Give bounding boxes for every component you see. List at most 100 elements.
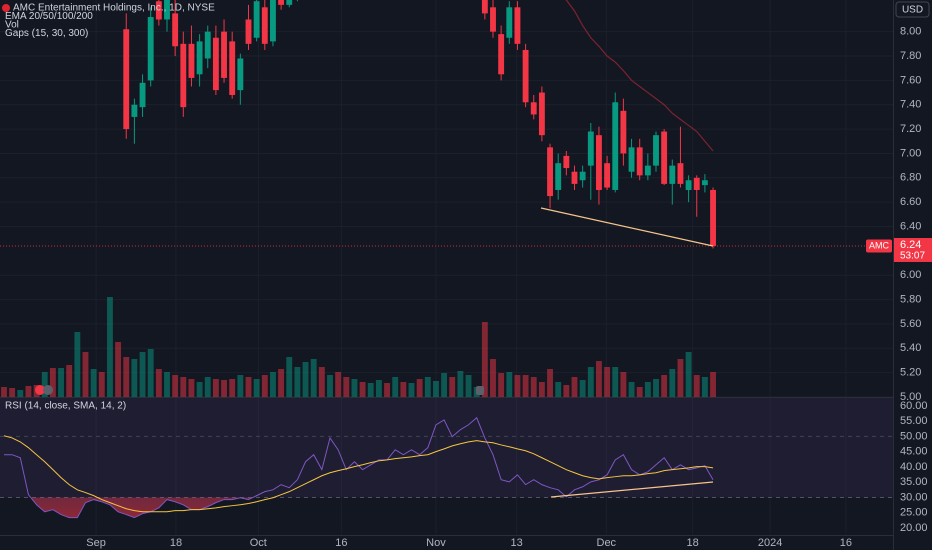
volume-bar (245, 377, 252, 397)
candle-body (522, 49, 529, 103)
volume-bar (49, 368, 56, 397)
candle-body (514, 7, 521, 44)
volume-bar (9, 388, 16, 397)
candle-body (164, 0, 170, 20)
candle-body (612, 102, 619, 190)
candle-body (196, 41, 203, 75)
volume-bar (685, 352, 692, 397)
volume-bar (82, 352, 89, 397)
y-tick-label: 5.00 (900, 391, 921, 403)
volume-bar (229, 379, 236, 397)
volume-bar (147, 349, 154, 397)
candle-body (261, 7, 268, 44)
event-marker[interactable] (43, 385, 53, 395)
candle-body (710, 189, 716, 246)
x-tick-label: 2024 (758, 537, 782, 549)
y-tick-label: 7.00 (900, 147, 921, 159)
event-marker[interactable] (35, 385, 45, 395)
volume-bar (612, 367, 619, 397)
volume-bar (164, 372, 170, 397)
volume-bar (441, 373, 448, 397)
volume-bar (17, 390, 24, 397)
last-price-label: 6.24 (900, 239, 921, 251)
symbol-tag (866, 239, 892, 253)
volume-bar (506, 372, 513, 397)
x-tick-label: 18 (687, 537, 699, 549)
rsi-tick-label: 40.00 (900, 461, 928, 473)
candle-body (253, 1, 260, 38)
volume-bar (310, 359, 317, 397)
volume-bar (1, 387, 7, 397)
candle-body (490, 7, 496, 32)
volume-bar (538, 382, 545, 397)
volume-bar (669, 369, 676, 397)
y-tick-label: 6.00 (900, 269, 921, 281)
candle-body (506, 7, 513, 38)
volume-bar (514, 375, 521, 397)
volume-bar (384, 383, 390, 397)
volume-bar (449, 377, 456, 397)
volume-bar (693, 375, 700, 397)
rsi-tick-label: 60.00 (900, 400, 928, 412)
volume-bar (172, 375, 179, 397)
indicator-label[interactable]: EMA 20/50/100/200 (5, 11, 93, 22)
volume-bar (465, 375, 472, 397)
volume-bar (375, 380, 382, 397)
indicator-label[interactable]: Gaps (15, 30, 300) (5, 28, 88, 39)
volume-bar (286, 357, 293, 397)
volume-bar (278, 369, 285, 397)
volume-bar (620, 372, 627, 397)
x-tick-label: Nov (426, 537, 446, 549)
volume-bar (237, 375, 244, 397)
currency-button[interactable] (895, 1, 930, 18)
volume-bar (139, 352, 146, 397)
event-marker[interactable] (476, 386, 484, 395)
candle-body (270, 0, 276, 42)
candle-body (237, 58, 244, 91)
candle-body (172, 13, 179, 47)
symbol-title[interactable]: AMC Entertainment Holdings, Inc., 1D, NY… (13, 3, 215, 14)
y-tick-label: 6.40 (900, 220, 921, 232)
volume-bar (604, 367, 611, 397)
volume-bar (571, 377, 578, 397)
candle-body (278, 0, 285, 5)
candle-body (221, 31, 227, 78)
volume-bar (490, 359, 496, 397)
volume-bar (498, 373, 505, 397)
rsi-tick-label: 20.00 (900, 522, 928, 534)
x-tick-label: 16 (840, 537, 852, 549)
rsi-tick-label: 45.00 (900, 446, 928, 458)
candle-body (579, 171, 586, 181)
volume-bar (302, 362, 309, 397)
volume-bar (90, 369, 97, 397)
currency-label[interactable]: USD (902, 5, 923, 16)
candle-layer (0, 0, 893, 249)
indicator-label[interactable]: Vol (5, 20, 19, 31)
x-tick-label: Dec (597, 537, 617, 549)
volume-bar (359, 382, 366, 397)
candle-body (180, 43, 187, 108)
candle-body (644, 165, 651, 176)
volume-bar (710, 372, 716, 397)
volume-bar (221, 380, 227, 397)
y-tick-label: 5.40 (900, 342, 921, 354)
volume-bar (204, 377, 211, 397)
rsi-layer (3, 416, 714, 519)
candle-body (188, 43, 195, 78)
symbol-logo (2, 4, 10, 12)
volume-bar (74, 332, 81, 397)
last-price-tag (894, 237, 932, 262)
volume-bar (416, 379, 423, 397)
volume-bar (661, 375, 668, 397)
rsi-title[interactable]: RSI (14, close, SMA, 14, 2) (5, 401, 126, 412)
volume-bar (563, 385, 570, 397)
y-tick-label: 7.80 (900, 50, 921, 62)
volume-bar (596, 361, 602, 397)
y-tick-label: 5.80 (900, 293, 921, 305)
rsi-tick-label: 25.00 (900, 507, 928, 519)
x-tick-label: 18 (170, 537, 182, 549)
volume-bar (530, 377, 537, 397)
candle-body (147, 17, 154, 81)
volume-bar (327, 375, 333, 397)
